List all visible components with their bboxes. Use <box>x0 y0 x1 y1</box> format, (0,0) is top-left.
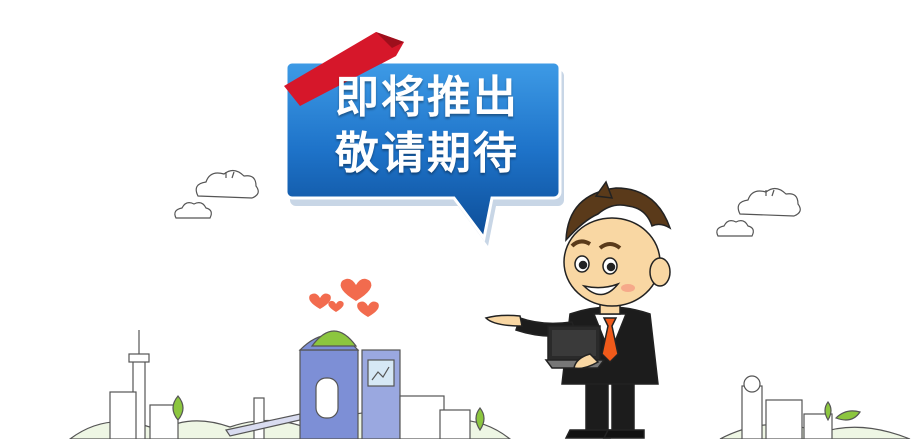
cloud-icon <box>716 187 801 237</box>
tie <box>601 317 619 364</box>
headline-line-1: 即将推出 <box>335 72 519 123</box>
speech-bubble <box>284 32 564 246</box>
cloud-icon <box>174 169 259 219</box>
speech-bubble-text: 即将推出 敬请期待 <box>312 70 542 182</box>
city-skyline-left <box>68 278 511 439</box>
headline-line-2: 敬请期待 <box>335 128 519 179</box>
ribbon-decoration <box>284 32 404 106</box>
businessman-character <box>484 180 672 439</box>
city-skyline-right <box>719 375 911 439</box>
